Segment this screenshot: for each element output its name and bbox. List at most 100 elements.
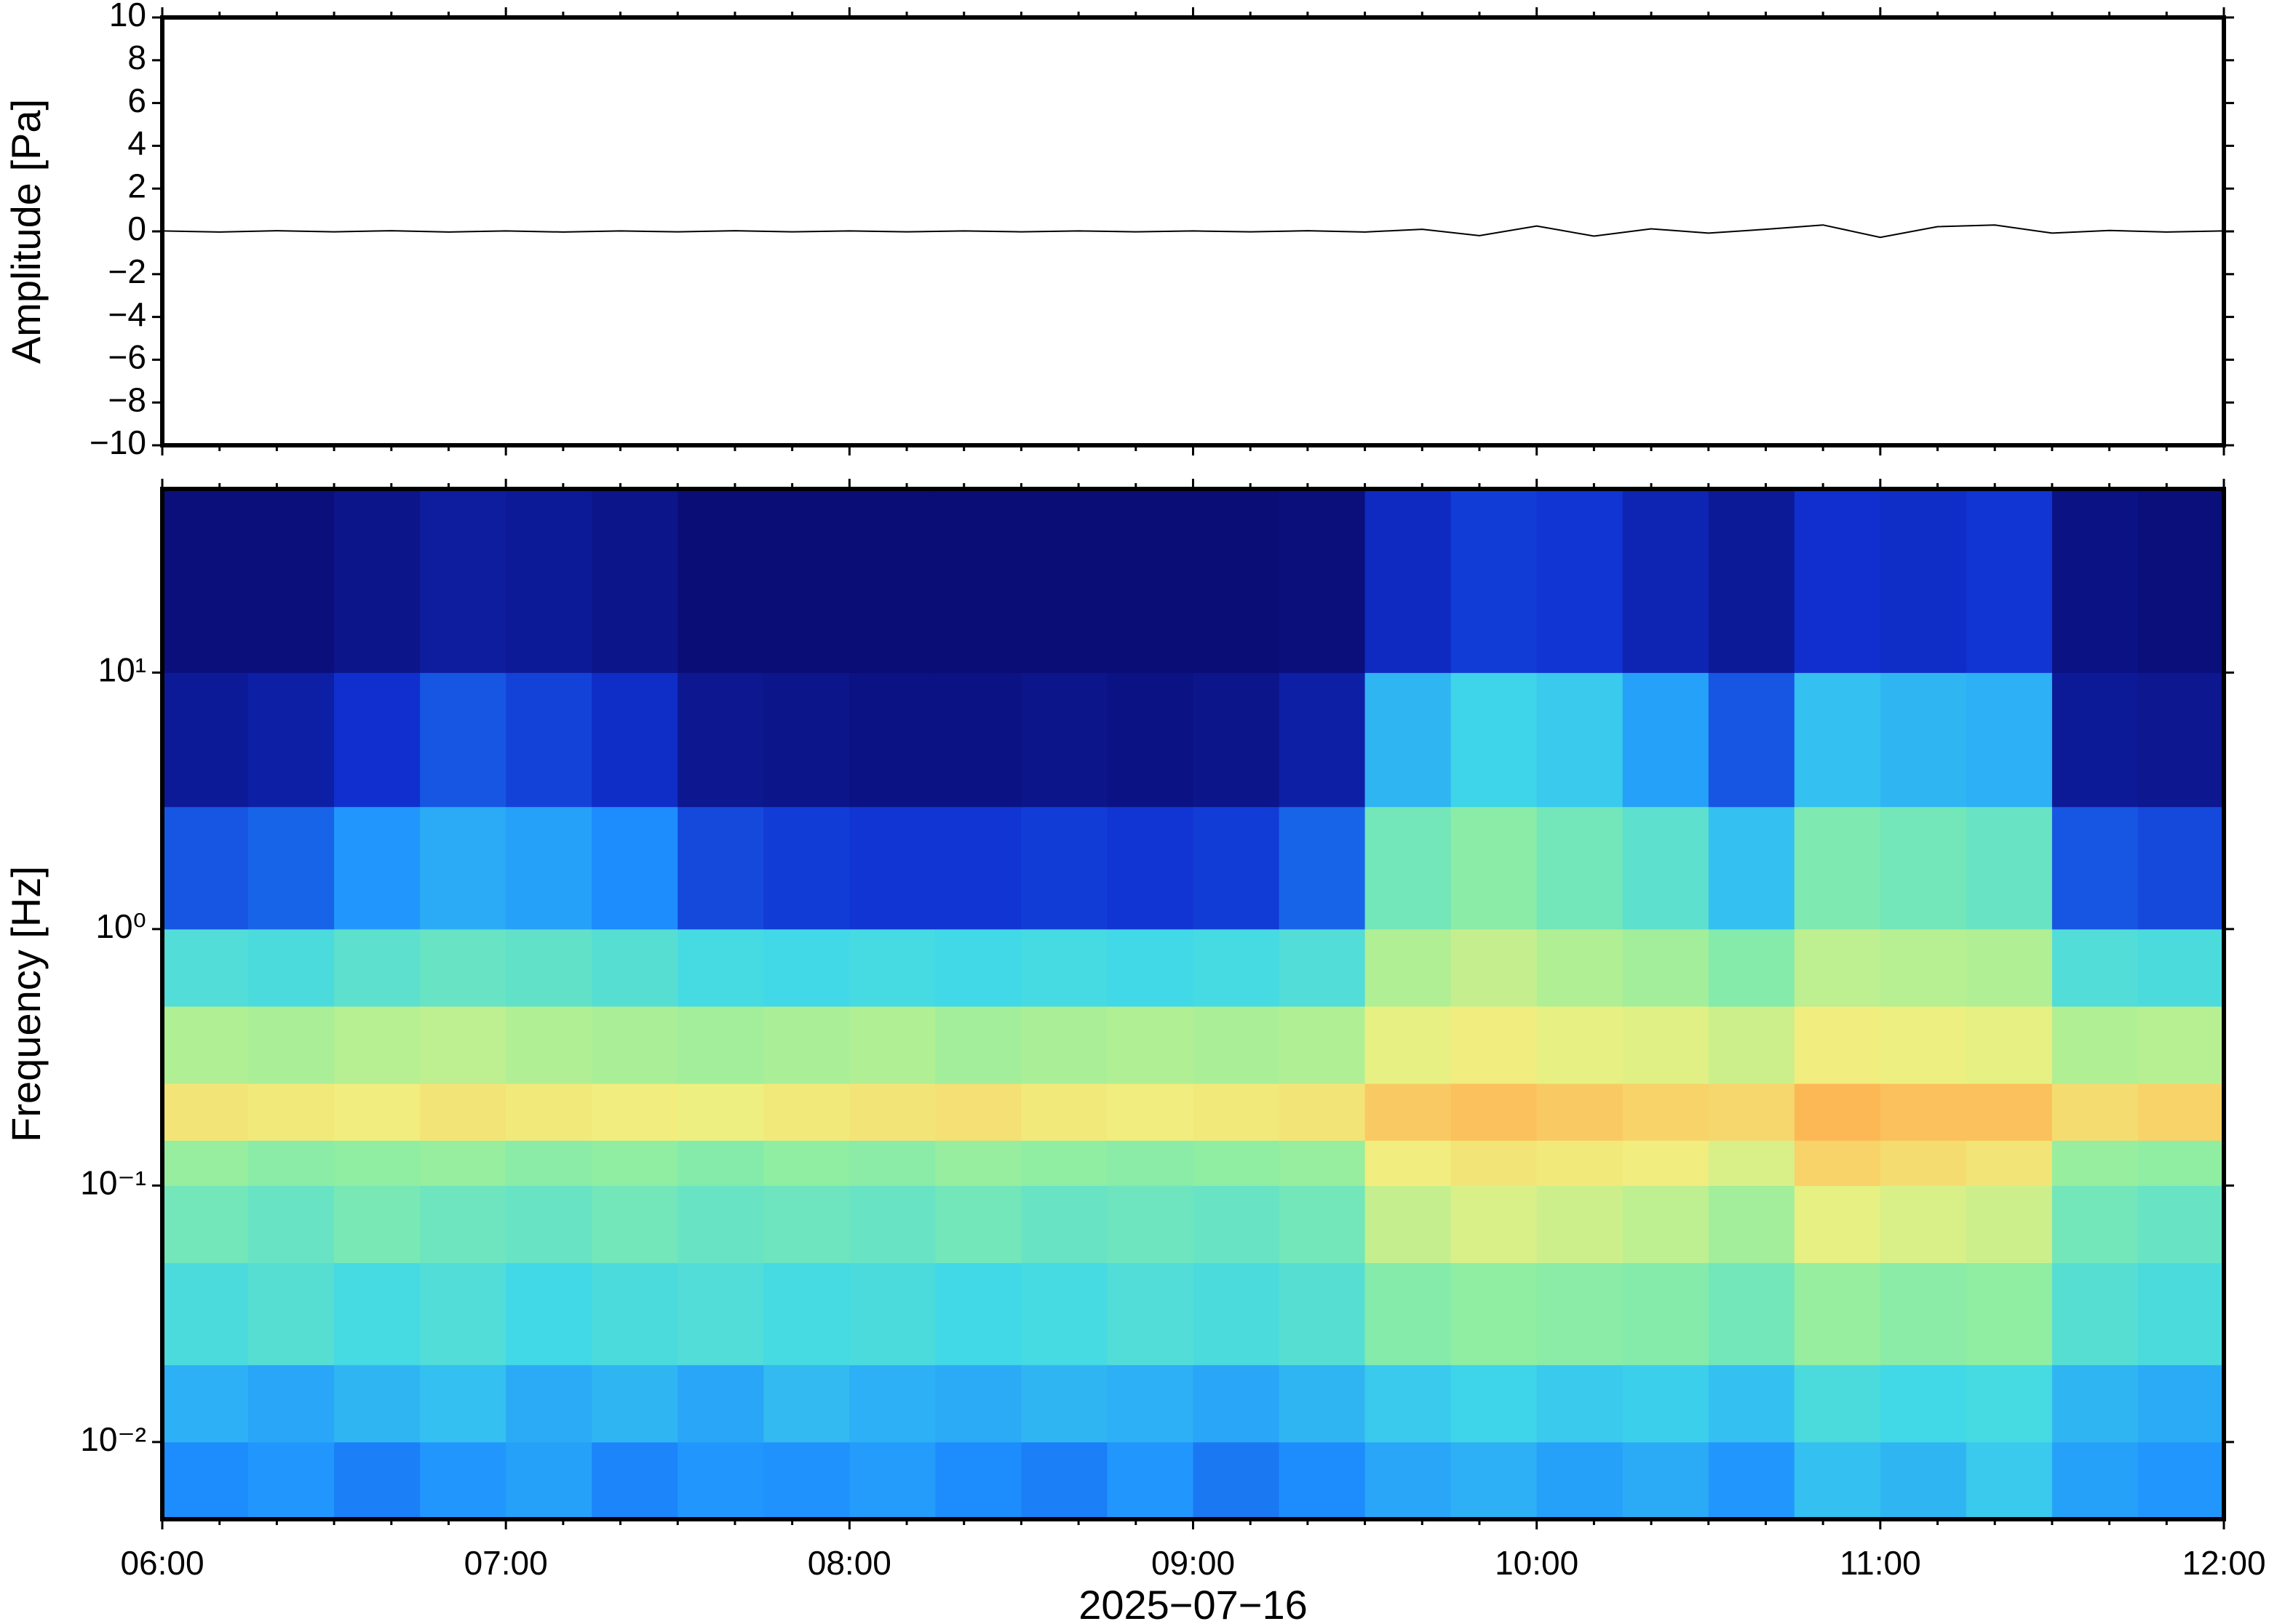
spectrogram-cell — [420, 1262, 506, 1366]
spectrogram-cell — [1364, 1140, 1452, 1186]
y-tick-label: 10⁻¹ — [80, 1164, 146, 1202]
spectrogram-cell — [420, 1441, 506, 1520]
spectrogram-cell — [1021, 1083, 1108, 1141]
spectrogram-cell — [334, 1364, 421, 1443]
spectrogram-cell — [1536, 489, 1624, 673]
spectrogram-cell — [2137, 1140, 2225, 1186]
spectrogram-cell — [1708, 1083, 1795, 1141]
spectrogram-cell — [1193, 489, 1280, 673]
spectrogram-cell — [763, 672, 850, 808]
spectrogram-cell — [1966, 1185, 2053, 1264]
spectrogram-cell — [1622, 1262, 1709, 1366]
spectrogram-cell — [1193, 1441, 1280, 1520]
spectrogram-cell — [2051, 1441, 2139, 1520]
spectrogram-cell — [1966, 806, 2053, 930]
spectrogram-cell — [506, 1083, 592, 1141]
spectrogram-cell — [677, 1006, 764, 1084]
spectrogram-cell — [2051, 1006, 2139, 1084]
spectrogram-cell — [334, 928, 421, 1007]
spectrogram-cell — [1364, 1006, 1452, 1084]
spectrogram-cell — [506, 928, 592, 1007]
spectrogram-cell — [2137, 1364, 2225, 1443]
spectrogram-cell — [1536, 1140, 1624, 1186]
spectrogram-cell — [506, 1441, 592, 1520]
spectrogram-cell — [1536, 1262, 1624, 1366]
spectrogram-cell — [162, 806, 249, 930]
x-tick-label: 07:00 — [464, 1544, 548, 1582]
spectrogram-cell — [763, 928, 850, 1007]
spectrogram-cell — [1107, 1140, 1193, 1186]
spectrogram-cell — [849, 1185, 936, 1264]
spectrogram-cell — [1279, 1140, 1366, 1186]
spectrogram-cell — [1450, 1185, 1538, 1264]
spectrogram-cell — [2137, 1441, 2225, 1520]
spectrogram-cell — [162, 672, 249, 808]
y-axis-label: Frequency [Hz] — [3, 866, 49, 1142]
spectrogram-cell — [248, 672, 335, 808]
spectrogram-cell — [506, 672, 592, 808]
spectrogram-cell — [506, 1364, 592, 1443]
spectrogram-cell — [849, 1364, 936, 1443]
spectrogram-cell — [1880, 1364, 1967, 1443]
spectrogram-cell — [763, 1185, 850, 1264]
spectrogram-cell — [2051, 672, 2139, 808]
spectrogram-cell — [1450, 1140, 1538, 1186]
spectrogram-cell — [1622, 672, 1709, 808]
spectrogram-cell — [2137, 806, 2225, 930]
spectrogram-cell — [1880, 1262, 1967, 1366]
spectrogram-cell — [1279, 1006, 1366, 1084]
x-tick-label: 12:00 — [2182, 1544, 2265, 1582]
y-tick-label: −6 — [108, 338, 146, 376]
spectrogram-cell — [162, 1364, 249, 1443]
spectrogram-cell — [1966, 928, 2053, 1007]
spectrogram-cell — [1708, 1441, 1795, 1520]
y-tick-label: 2 — [127, 167, 146, 204]
spectrogram-cell — [1107, 1006, 1193, 1084]
spectrogram-cell — [1107, 1441, 1193, 1520]
spectrogram-cell — [1794, 1083, 1881, 1141]
spectrogram-cell — [1880, 1083, 1967, 1141]
spectrogram-cell — [420, 1185, 506, 1264]
spectrogram-cell — [849, 1083, 936, 1141]
y-axis-label: Amplitude [Pa] — [3, 99, 49, 364]
spectrogram-cell — [677, 1140, 764, 1186]
spectrogram-cell — [849, 672, 936, 808]
spectrogram-cell — [1021, 1262, 1108, 1366]
spectrogram-cell — [248, 1140, 335, 1186]
spectrogram-cell — [248, 1364, 335, 1443]
spectrogram-cell — [1966, 1083, 2053, 1141]
spectrogram-cell — [1536, 1006, 1624, 1084]
spectrogram-cell — [1966, 672, 2053, 808]
spectrogram-cell — [677, 1262, 764, 1366]
spectrogram-cell — [1880, 672, 1967, 808]
spectrogram-cell — [248, 1262, 335, 1366]
spectrogram-cell — [592, 1262, 678, 1366]
y-tick-label: 6 — [127, 81, 146, 119]
spectrogram-cell — [1021, 1006, 1108, 1084]
spectrogram-cell — [334, 1185, 421, 1264]
spectrogram-cell — [1193, 928, 1280, 1007]
y-tick-label: 0 — [127, 210, 146, 247]
spectrogram-cell — [1107, 1364, 1193, 1443]
spectrogram-cell — [1279, 1441, 1366, 1520]
spectrogram-cell — [420, 489, 506, 673]
spectrogram-cell — [592, 1140, 678, 1186]
spectrogram-cell — [1279, 672, 1366, 808]
spectrogram-cell — [2051, 1364, 2139, 1443]
spectrogram-cell — [1021, 1140, 1108, 1186]
spectrogram-cell — [592, 1364, 678, 1443]
spectrogram-cell — [1880, 1140, 1967, 1186]
spectrogram-cell — [1450, 806, 1538, 930]
spectrogram-cell — [1021, 806, 1108, 930]
spectrogram-cell — [1622, 1185, 1709, 1264]
spectrogram-cell — [1364, 806, 1452, 930]
spectrogram-cell — [849, 806, 936, 930]
spectrogram-cell — [1193, 1140, 1280, 1186]
spectrogram-cell — [2051, 1083, 2139, 1141]
y-tick-label: 8 — [127, 39, 146, 76]
y-tick-label: −4 — [108, 295, 146, 333]
spectrogram-cell — [935, 806, 1022, 930]
spectrogram-cell — [1880, 928, 1967, 1007]
